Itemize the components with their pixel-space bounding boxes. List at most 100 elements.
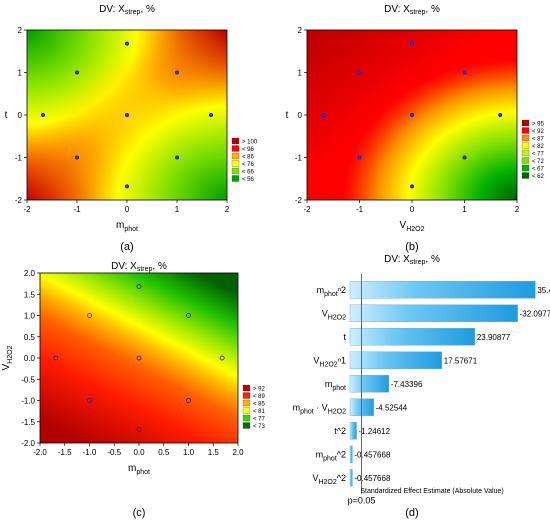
legend-label: < 77 (253, 417, 266, 423)
effect-value-label: -0.457668 (354, 474, 391, 483)
x-tick-label: 0 (410, 205, 415, 214)
y-tick-label: 2.0 (24, 269, 36, 278)
panel-d-xlabel: Standardized Effect Estimate (Absolute V… (360, 488, 503, 495)
panel-a-title-suffix: , % (140, 4, 155, 15)
x-tick-label: -2.0 (33, 448, 47, 457)
effect-value-label: -7.43396 (391, 380, 423, 389)
x-tick-label: -1 (73, 205, 81, 214)
design-point (125, 41, 130, 46)
legend-swatch (521, 127, 530, 134)
effect-value-label: -32.0977 (520, 309, 550, 318)
legend-label: < 89 (253, 394, 266, 400)
effect-bar (349, 422, 357, 440)
design-point (321, 113, 326, 118)
design-point (53, 355, 59, 361)
design-point (136, 355, 142, 361)
legend-label: < 77 (532, 152, 545, 158)
design-point (136, 426, 142, 432)
y-tick-label: 1 (298, 69, 303, 78)
legend-swatch (521, 164, 530, 172)
panel-b-ylabel: t (286, 110, 289, 121)
effect-bar (349, 351, 442, 369)
x-tick-label: 0 (125, 205, 130, 214)
panel-c-legend: > 92< 89 < 85< 81 < 77< 73 (242, 384, 266, 430)
category-label: t^2 (334, 426, 346, 436)
effect-value-label: 17.57671 (444, 356, 478, 365)
y-tick-label: 2 (18, 26, 23, 35)
panel-a-label: (a) (120, 241, 133, 253)
design-point (462, 155, 467, 160)
design-point (462, 70, 467, 75)
x-tick-label: 0.5 (158, 448, 170, 457)
legend-label: < 96 (242, 147, 255, 153)
y-tick-label: 2 (298, 26, 303, 35)
panel-d-title: DV: Xstrep, % (384, 254, 440, 266)
legend-swatch (521, 119, 530, 127)
panel-d-category-labels: mphotⁿ2 VH2O2 t VH2O2ⁿ1 mphot mphot · VH2O2 t^… (293, 285, 347, 486)
effect-value-label: -1.24612 (359, 427, 391, 436)
panel-c-title-sub: strep (137, 266, 153, 273)
panel-c: DV: Xstrep, % -2.0 -1.5 -1.0 -0.5 0.0 0.5 1.0 1… (1, 261, 266, 519)
legend-swatch (242, 422, 251, 429)
effect-value-label: 23.90877 (477, 333, 511, 342)
x-tick-label: -2 (23, 205, 31, 214)
panel-b-label: (b) (405, 241, 418, 253)
design-point (125, 113, 130, 118)
legend-label: < 67 (532, 167, 545, 173)
legend-swatch (242, 392, 251, 399)
category-label: mphot (325, 379, 346, 392)
panel-d-title-main: DV: X (384, 254, 410, 265)
x-tick-label: 2 (225, 205, 230, 214)
y-tick-label: 0.0 (24, 354, 36, 363)
panel-b-title-sub: strep (410, 9, 426, 16)
legend-swatch (521, 134, 530, 142)
panel-a-x-ticks: -2 -1 0 1 2 (23, 200, 230, 214)
category-label: VH2O2 (322, 308, 346, 321)
category-label: mphot · VH2O2 (293, 402, 347, 415)
legend-swatch (231, 152, 240, 160)
design-point (87, 398, 92, 403)
x-tick-label: 2.0 (232, 448, 244, 457)
y-tick-label: 1 (18, 69, 23, 78)
design-point (136, 284, 142, 290)
panel-b-xlabel-main: V (400, 220, 407, 231)
legend-label: < 62 (532, 174, 545, 180)
x-tick-label: -1.0 (83, 448, 97, 457)
panel-c-title: DV: Xstrep, % (111, 261, 167, 273)
effect-bar (349, 375, 390, 393)
legend-swatch (231, 167, 240, 175)
design-point (409, 184, 414, 189)
panel-c-xlabel-sub: phot (136, 469, 150, 476)
panel-d-title-suffix: , % (425, 254, 440, 265)
panel-c-title-suffix: , % (152, 261, 167, 272)
legend-swatch (242, 407, 251, 414)
y-tick-label: -1 (15, 154, 23, 163)
x-tick-label: 1 (462, 205, 467, 214)
design-point (409, 113, 414, 118)
y-tick-label: 1.0 (24, 312, 36, 321)
panel-a-xlabel-main: m (116, 220, 124, 231)
legend-label: < 76 (242, 162, 255, 168)
design-point (357, 155, 362, 160)
x-tick-label: 2 (515, 205, 520, 214)
y-tick-label: 0 (298, 111, 303, 120)
panel-d-bars: 35.49 -32.0977 23.90877 17.57671 -7.43396 -4.… (349, 281, 550, 487)
legend-label: < 66 (242, 170, 255, 176)
panel-a-title-sub: strep (125, 9, 141, 16)
x-tick-label: -0.5 (107, 448, 121, 457)
design-point (498, 113, 503, 118)
legend-label: < 82 (532, 144, 545, 150)
category-label: VH2O2^2 (312, 473, 346, 486)
x-tick-label: -1 (356, 205, 364, 214)
panel-d-title-sub: strep (410, 259, 426, 266)
y-tick-label: -0.5 (21, 375, 35, 384)
design-point (41, 113, 46, 118)
panel-d-reference-label: p=0.05 (348, 496, 376, 506)
panel-b-x-ticks: -2 -1 0 1 2 (303, 200, 520, 214)
y-tick-label: -1.5 (21, 418, 35, 427)
panel-c-design-points (53, 284, 225, 432)
panel-b-legend: > 95< 92 < 87< 82 < 77< 72 < 67< 62 (521, 119, 545, 180)
design-point (357, 70, 362, 75)
y-tick-label: 0 (18, 111, 23, 120)
category-label: mphotⁿ2 (317, 285, 346, 298)
